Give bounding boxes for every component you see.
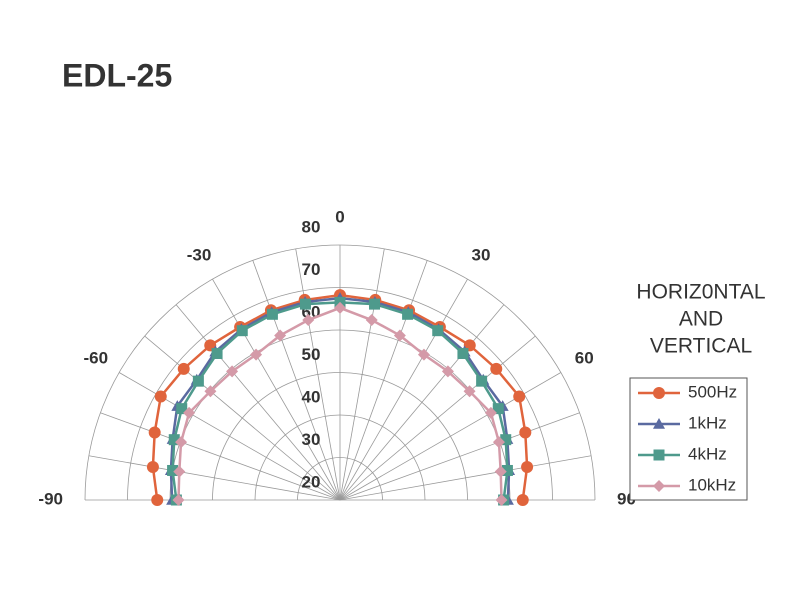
- marker: [484, 406, 497, 419]
- marker: [173, 465, 186, 478]
- angle-tick-label: 30: [472, 245, 491, 264]
- r-tick-label: 80: [302, 217, 321, 236]
- grid-spoke: [88, 455, 341, 501]
- marker: [211, 347, 223, 359]
- marker: [146, 461, 159, 474]
- marker: [168, 434, 180, 446]
- marker: [151, 494, 164, 506]
- marker: [226, 365, 239, 378]
- grid-spoke: [339, 455, 592, 501]
- marker: [441, 365, 454, 378]
- marker: [167, 464, 179, 476]
- marker: [463, 385, 476, 398]
- r-tick-label: 20: [302, 472, 321, 491]
- marker: [457, 347, 469, 359]
- angle-tick-label: -30: [187, 245, 212, 264]
- grid-spoke: [339, 278, 468, 501]
- marker: [495, 494, 508, 506]
- angle-tick-label: -90: [38, 489, 63, 508]
- legend-label: 10kHz: [688, 475, 736, 494]
- grid-spoke: [144, 335, 341, 501]
- grid-spoke: [295, 248, 341, 501]
- marker: [154, 390, 167, 403]
- marker: [236, 325, 248, 337]
- marker: [172, 494, 185, 506]
- legend-label: 500Hz: [688, 382, 737, 401]
- marker: [176, 403, 188, 415]
- marker: [519, 426, 532, 439]
- marker: [492, 436, 505, 449]
- legend-marker: [653, 480, 665, 492]
- grid-spoke: [339, 260, 428, 501]
- r-tick-label: 50: [302, 345, 321, 364]
- grid-spoke: [212, 278, 341, 501]
- marker: [432, 325, 444, 337]
- marker: [302, 314, 315, 327]
- marker: [492, 403, 504, 415]
- marker: [513, 390, 526, 403]
- grid-spoke: [339, 248, 385, 501]
- r-tick-label: 30: [302, 430, 321, 449]
- chart-title: EDL-25: [62, 57, 172, 93]
- marker: [494, 465, 507, 478]
- marker: [183, 406, 196, 419]
- marker: [521, 461, 534, 474]
- annotation: AND: [679, 308, 723, 331]
- annotation: VERTICAL: [650, 335, 752, 358]
- marker: [177, 362, 190, 375]
- angle-tick-label: 60: [575, 348, 594, 367]
- marker: [250, 348, 263, 361]
- grid-spoke: [175, 304, 341, 501]
- marker: [204, 385, 217, 398]
- marker: [369, 298, 381, 310]
- marker: [490, 362, 503, 375]
- annotation: HORIZ0NTAL: [636, 281, 765, 304]
- marker: [175, 436, 188, 449]
- angle-tick-label: -60: [83, 348, 108, 367]
- legend: 500Hz 1kHz 4kHz 10kHz: [629, 377, 748, 501]
- marker: [402, 308, 414, 320]
- marker: [516, 494, 529, 506]
- marker: [500, 434, 512, 446]
- grid-spoke: [339, 412, 580, 501]
- legend-box: [629, 377, 748, 501]
- marker: [393, 329, 406, 342]
- marker: [192, 375, 204, 387]
- marker: [266, 308, 278, 320]
- marker: [299, 298, 311, 310]
- marker: [476, 375, 488, 387]
- grid-spoke: [339, 335, 536, 501]
- marker: [274, 329, 287, 342]
- angle-tick-label: 0: [335, 207, 344, 226]
- r-tick-label: 40: [302, 387, 321, 406]
- marker: [334, 301, 346, 314]
- grid-spoke: [339, 304, 505, 501]
- legend-marker: [653, 418, 665, 429]
- legend-marker: [653, 387, 665, 399]
- legend-label: 1kHz: [688, 413, 727, 432]
- r-tick-label: 70: [302, 260, 321, 279]
- grid-spoke: [252, 260, 341, 501]
- marker: [501, 464, 513, 476]
- legend-label: 4kHz: [688, 444, 727, 463]
- marker: [365, 314, 378, 327]
- marker: [417, 348, 430, 361]
- grid-spoke: [100, 412, 341, 501]
- legend-marker: [653, 449, 665, 461]
- marker: [148, 426, 161, 439]
